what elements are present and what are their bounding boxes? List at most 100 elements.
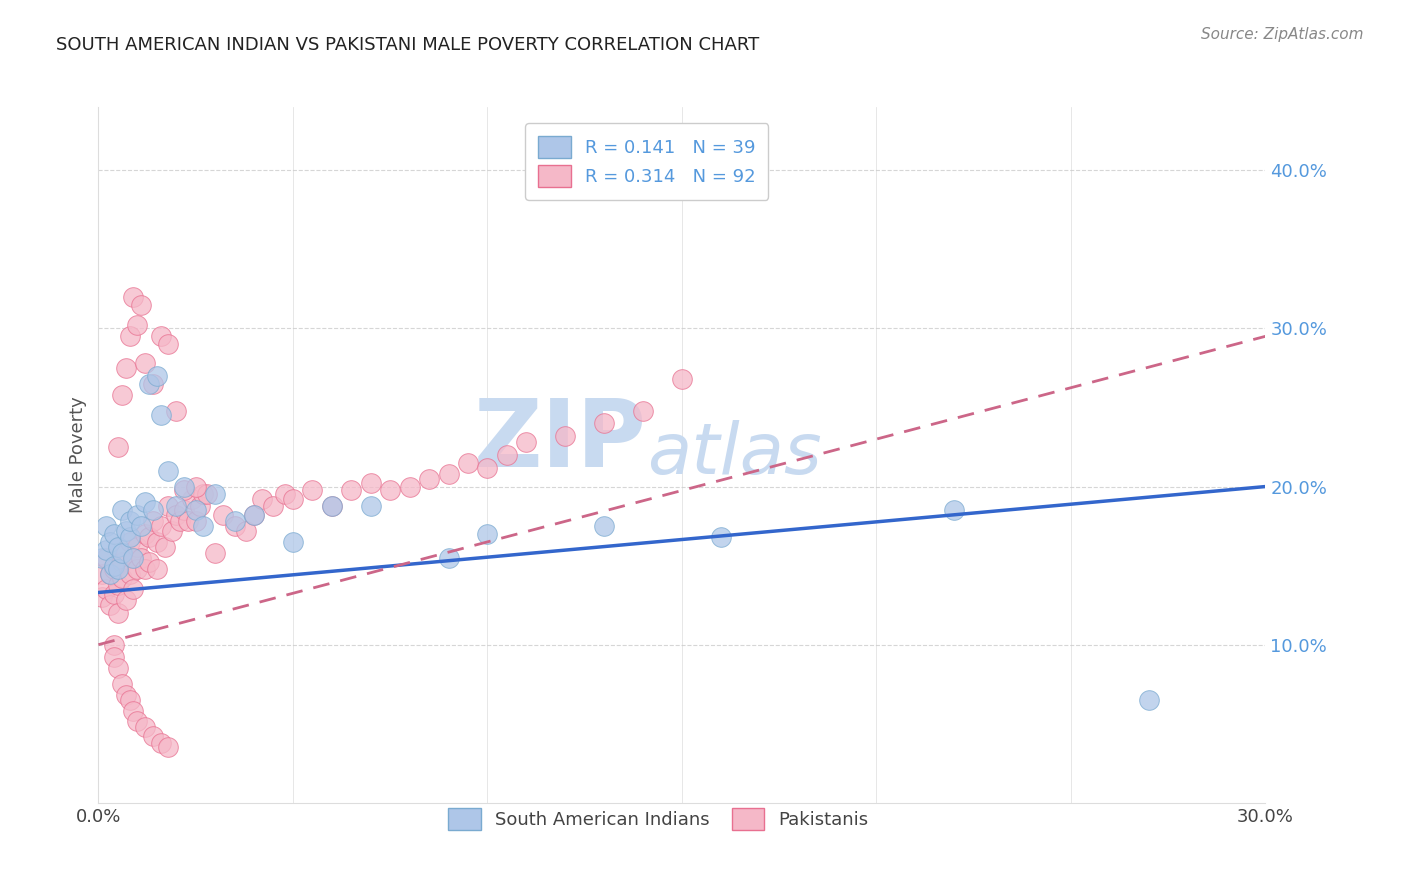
Point [1137, 693, 1160, 707]
Point [98, 566, 121, 581]
Point [457, 456, 479, 470]
Point [165, 508, 187, 522]
Point [193, 519, 215, 533]
Point [103, 587, 125, 601]
Point [437, 467, 460, 481]
Point [262, 499, 284, 513]
Point [146, 562, 169, 576]
Point [107, 661, 129, 675]
Point [114, 546, 136, 560]
Point [593, 519, 616, 533]
Point [149, 736, 172, 750]
Point [153, 540, 176, 554]
Point [134, 495, 156, 509]
Legend: South American Indians, Pakistanis: South American Indians, Pakistanis [436, 795, 882, 842]
Point [281, 492, 304, 507]
Point [157, 740, 180, 755]
Point [96, 519, 118, 533]
Point [138, 530, 160, 544]
Point [146, 368, 169, 383]
Point [184, 503, 207, 517]
Point [138, 376, 160, 391]
Point [103, 527, 125, 541]
Point [380, 483, 402, 497]
Point [631, 403, 654, 417]
Point [98, 534, 121, 549]
Point [157, 337, 180, 351]
Point [146, 534, 169, 549]
Point [554, 429, 576, 443]
Point [129, 550, 152, 565]
Point [134, 562, 156, 576]
Point [360, 499, 382, 513]
Point [184, 479, 207, 493]
Point [96, 542, 118, 557]
Point [122, 704, 145, 718]
Point [142, 730, 165, 744]
Point [111, 388, 134, 402]
Text: ZIP: ZIP [474, 395, 647, 487]
Point [180, 492, 202, 507]
Point [129, 298, 152, 312]
Point [195, 487, 218, 501]
Point [477, 527, 499, 541]
Point [173, 483, 195, 497]
Point [118, 530, 141, 544]
Point [173, 503, 195, 517]
Point [103, 650, 125, 665]
Point [127, 714, 149, 728]
Point [177, 514, 200, 528]
Point [98, 566, 121, 581]
Point [165, 499, 187, 513]
Point [193, 487, 215, 501]
Point [134, 720, 156, 734]
Point [301, 483, 323, 497]
Point [165, 403, 187, 417]
Point [142, 514, 165, 528]
Point [173, 479, 195, 493]
Point [157, 464, 180, 478]
Point [91, 591, 114, 605]
Point [204, 487, 226, 501]
Point [111, 677, 134, 691]
Point [98, 598, 121, 612]
Point [162, 524, 184, 538]
Point [340, 483, 363, 497]
Point [118, 534, 141, 549]
Point [398, 479, 420, 493]
Point [243, 508, 266, 522]
Point [188, 499, 211, 513]
Point [360, 476, 382, 491]
Point [157, 499, 180, 513]
Point [149, 409, 172, 423]
Point [107, 540, 129, 554]
Point [134, 527, 156, 541]
Point [149, 519, 172, 533]
Point [114, 360, 136, 375]
Point [169, 514, 191, 528]
Point [321, 499, 343, 513]
Point [118, 514, 141, 528]
Point [114, 524, 136, 538]
Point [212, 508, 235, 522]
Point [127, 540, 149, 554]
Point [103, 558, 125, 573]
Point [103, 638, 125, 652]
Point [96, 550, 118, 565]
Point [127, 508, 149, 522]
Point [107, 606, 129, 620]
Point [184, 514, 207, 528]
Point [111, 556, 134, 570]
Point [496, 448, 519, 462]
Point [418, 472, 440, 486]
Point [235, 524, 257, 538]
Point [943, 503, 966, 517]
Point [224, 514, 246, 528]
Point [107, 562, 129, 576]
Point [114, 593, 136, 607]
Text: Source: ZipAtlas.com: Source: ZipAtlas.com [1201, 27, 1364, 42]
Point [593, 417, 616, 431]
Point [107, 577, 129, 591]
Point [114, 688, 136, 702]
Point [477, 460, 499, 475]
